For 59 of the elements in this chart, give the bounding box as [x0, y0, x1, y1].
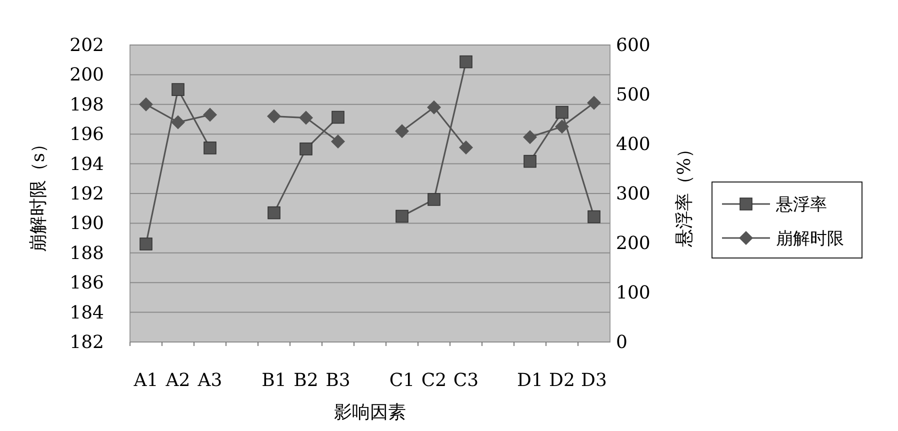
point: [395, 124, 409, 138]
x-tick-label: A3: [196, 370, 222, 391]
x-tick-label: D3: [581, 370, 607, 391]
point: [172, 83, 184, 96]
point: [203, 108, 217, 122]
point: [556, 106, 568, 119]
x-tick-label: C2: [421, 370, 447, 391]
legend-label: 悬浮率: [775, 195, 827, 215]
x-tick-label: A1: [132, 370, 158, 391]
y2-tick-label: 200: [616, 233, 650, 254]
point: [428, 193, 440, 206]
y-tick-label: 194: [70, 154, 104, 175]
point: [587, 96, 601, 110]
point: [331, 134, 345, 149]
y-tick-label: 198: [70, 94, 104, 116]
point: [332, 110, 344, 124]
point: [268, 206, 280, 220]
y2-tick-label: 500: [616, 84, 650, 106]
y-tick-label: 196: [70, 124, 104, 146]
x-tick-label: D1: [517, 370, 543, 391]
y-tick-label: 200: [70, 64, 104, 86]
y2-tick-label: 600: [616, 35, 650, 56]
x-tick-label: C1: [389, 370, 415, 391]
y-tick-label: 182: [70, 332, 104, 353]
y-axis-title: 崩解时限（s）: [28, 134, 49, 252]
point: [139, 97, 153, 112]
x-axis-title: 影响因素: [334, 402, 406, 423]
point: [459, 140, 473, 154]
x-tick-label: B3: [326, 370, 350, 391]
point: [524, 154, 536, 168]
point: [427, 100, 441, 114]
point: [204, 142, 216, 154]
y-tick-label: 202: [70, 35, 104, 56]
point: [523, 130, 537, 144]
point: [460, 55, 472, 68]
x-tick-label: B1: [262, 370, 286, 391]
point: [396, 210, 408, 223]
point: [299, 110, 313, 125]
x-tick-label: D2: [549, 370, 575, 391]
x-tick-label: C3: [453, 370, 479, 391]
point: [140, 238, 152, 250]
point: [267, 109, 281, 124]
y-tick-label: 192: [70, 184, 104, 204]
y2-tick-label: 400: [616, 134, 650, 155]
y-tick-label: 186: [70, 272, 104, 294]
y2-tick-label: 300: [616, 184, 650, 204]
y-tick-label: 190: [70, 213, 104, 234]
point: [171, 115, 185, 130]
x-tick-label: A2: [164, 370, 190, 391]
y2-tick-label: 100: [616, 282, 650, 304]
y-tick-label: 188: [70, 242, 104, 264]
point: [588, 210, 600, 224]
point: [300, 142, 312, 156]
x-tick-label: B2: [294, 370, 318, 391]
y2-tick-label: 0: [616, 332, 628, 353]
point: [555, 120, 569, 134]
y-tick-label: 184: [70, 302, 104, 324]
legend-label: 崩解时限: [776, 229, 844, 249]
y2-axis-title: 悬浮率（%）: [674, 140, 695, 248]
